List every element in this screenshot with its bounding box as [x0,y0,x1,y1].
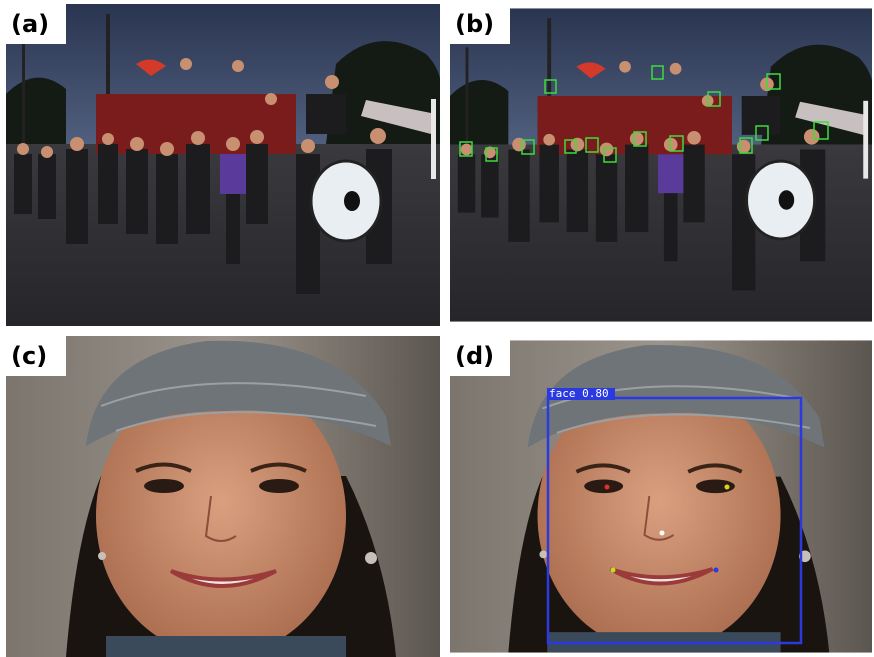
panel-label: (b) [455,10,494,38]
page: face 0.80 (a) (b) (c) (d) (() => { const… [0,0,874,657]
panel-label: (d) [455,342,494,370]
photo-c [6,336,440,657]
bbox-label: face 0.80 [549,387,609,400]
photo-a [6,4,441,326]
keypoint [611,568,616,573]
keypoint [725,485,730,490]
panel-label: (a) [11,10,49,38]
panel-label: (c) [11,342,47,370]
figure: face 0.80 (a) (b) (c) (d) [0,0,874,657]
keypoint [660,531,665,536]
keypoint [714,568,719,573]
photo-d [450,340,872,652]
photo-b [450,8,873,321]
keypoint [605,485,610,490]
